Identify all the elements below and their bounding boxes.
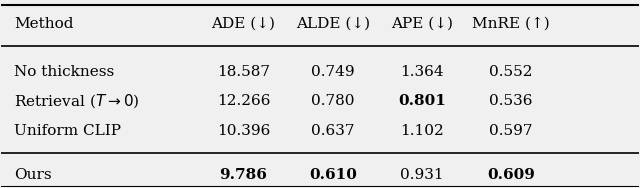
Text: 0.609: 0.609 [487, 168, 535, 183]
Text: 0.801: 0.801 [398, 94, 446, 108]
Text: Uniform CLIP: Uniform CLIP [14, 124, 121, 138]
Text: 0.536: 0.536 [490, 94, 533, 108]
Text: 1.364: 1.364 [400, 65, 444, 79]
Text: 1.102: 1.102 [400, 124, 444, 138]
Text: 0.780: 0.780 [311, 94, 355, 108]
Text: 18.587: 18.587 [217, 65, 270, 79]
Text: 9.786: 9.786 [220, 168, 268, 183]
Text: 12.266: 12.266 [217, 94, 270, 108]
Text: ADE (↓): ADE (↓) [212, 17, 276, 31]
Text: 0.597: 0.597 [490, 124, 533, 138]
Text: 0.610: 0.610 [309, 168, 356, 183]
Text: 0.749: 0.749 [311, 65, 355, 79]
Text: APE (↓): APE (↓) [391, 17, 453, 31]
Text: 10.396: 10.396 [217, 124, 270, 138]
Text: 0.552: 0.552 [490, 65, 533, 79]
Text: 0.931: 0.931 [400, 168, 444, 183]
Text: Method: Method [14, 17, 74, 31]
Text: ALDE (↓): ALDE (↓) [296, 17, 370, 31]
Text: Ours: Ours [14, 168, 52, 183]
Text: MnRE (↑): MnRE (↑) [472, 17, 550, 31]
Text: 0.637: 0.637 [311, 124, 355, 138]
Text: Retrieval ($T \rightarrow 0$): Retrieval ($T \rightarrow 0$) [14, 92, 140, 110]
Text: No thickness: No thickness [14, 65, 115, 79]
